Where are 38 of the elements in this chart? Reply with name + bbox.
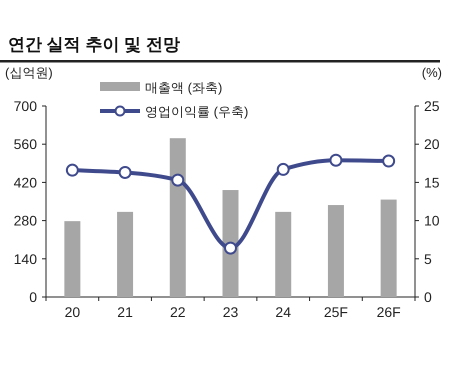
x-tick-label: 24 — [275, 304, 292, 320]
y-tick-label: 0 — [29, 289, 38, 305]
x-tick-label: 21 — [117, 304, 134, 320]
x-tick-label: 22 — [170, 304, 186, 320]
point — [224, 242, 237, 255]
bar — [275, 212, 292, 297]
x-tick-label: 25F — [324, 304, 348, 320]
point — [382, 154, 396, 168]
legend-label: 매출액 (좌축) — [145, 80, 222, 95]
y2-tick-label: 0 — [424, 289, 432, 305]
bar — [170, 138, 186, 297]
point — [118, 166, 132, 179]
chart-title: 연간 실적 추이 및 전망 — [8, 35, 180, 54]
legend-label: 영업이익률 (우축) — [145, 104, 248, 119]
bar — [117, 212, 134, 297]
y2-tick-label: 15 — [424, 174, 440, 190]
x-tick-label: 26F — [376, 304, 401, 320]
bar — [380, 200, 397, 297]
bar — [328, 205, 344, 297]
y-tick-label: 280 — [14, 212, 38, 229]
bar — [64, 221, 80, 297]
y2-axis-title: (%) — [422, 65, 442, 80]
x-tick-label: 23 — [222, 304, 238, 320]
point — [329, 154, 342, 167]
y2-tick-label: 20 — [424, 136, 440, 152]
y2-tick-label: 5 — [424, 250, 432, 267]
y-tick-label: 420 — [14, 174, 38, 190]
y-tick-label: 560 — [14, 136, 38, 152]
y-tick-label: 140 — [14, 250, 38, 267]
y-tick-label: 700 — [14, 98, 38, 114]
y2-tick-label: 25 — [424, 98, 440, 114]
point — [171, 174, 184, 187]
bar — [222, 190, 238, 297]
point — [66, 164, 79, 177]
y2-tick-label: 10 — [424, 212, 440, 229]
x-tick-label: 20 — [64, 304, 80, 320]
point — [276, 162, 290, 176]
y-axis-title: (십억원) — [5, 65, 53, 80]
